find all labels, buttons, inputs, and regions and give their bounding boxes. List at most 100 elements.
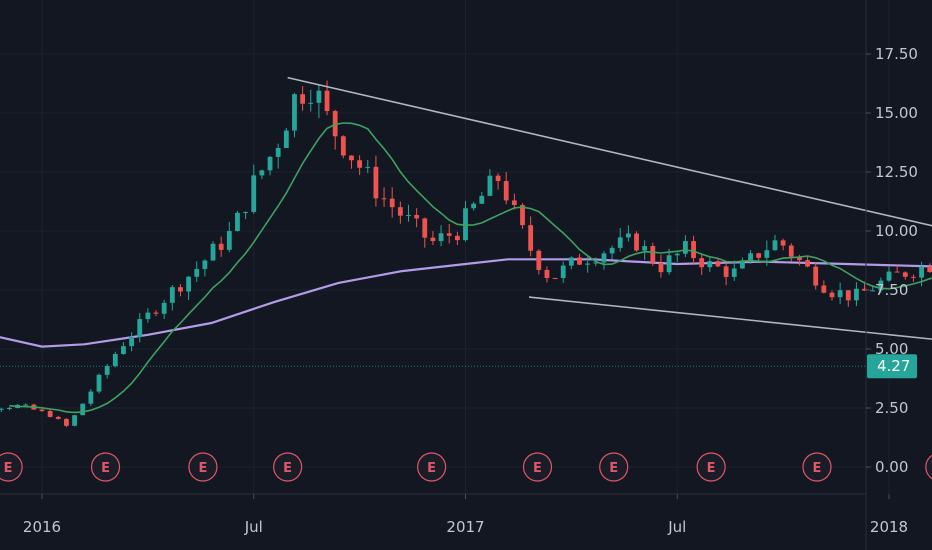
candle-body	[430, 237, 436, 242]
candle-body	[96, 374, 102, 392]
y-tick-label: 17.50	[875, 45, 918, 63]
candle-body	[471, 203, 477, 209]
candle-body	[870, 290, 876, 292]
candle-body	[194, 268, 200, 277]
x-tick-label: Jul	[244, 518, 263, 536]
y-tick-label: 12.50	[875, 163, 918, 181]
earnings-marker-label: E	[609, 461, 618, 476]
candle-body	[609, 247, 615, 254]
candle-body	[267, 156, 273, 171]
candle-body	[121, 346, 126, 354]
candle-body	[80, 403, 86, 416]
candle-body	[7, 407, 12, 409]
candle-body	[642, 246, 648, 251]
x-ticks: 2016Jul2017Jul2018Jul2019Jul	[23, 494, 908, 536]
candle-body	[349, 155, 354, 161]
candle-body	[821, 285, 827, 293]
candle-body	[186, 276, 191, 292]
candle-body	[463, 208, 468, 241]
candle-body	[617, 237, 623, 248]
candle-body	[47, 411, 53, 417]
candle-body	[772, 240, 778, 251]
candle-body	[511, 200, 517, 206]
earnings-marker	[188, 452, 218, 482]
earnings-marker-label: E	[427, 461, 436, 476]
x-tick-label: 2016	[23, 518, 61, 536]
candle-body	[593, 262, 599, 264]
candle-body	[560, 265, 566, 279]
candle-body	[585, 263, 591, 265]
candle-body	[894, 271, 900, 273]
candles	[0, 80, 932, 428]
candle-body	[707, 261, 713, 268]
candle-body	[39, 409, 45, 412]
candle-body	[357, 160, 363, 168]
candle-body	[911, 276, 916, 278]
candle-body	[503, 181, 509, 201]
last-price: 4.27	[0, 354, 917, 379]
candle-body	[454, 235, 460, 241]
candle-body	[397, 207, 403, 216]
earnings-marker-label: E	[101, 461, 110, 476]
candle-body	[64, 418, 69, 426]
earnings-marker-label: E	[707, 461, 716, 476]
earnings-marker	[925, 454, 932, 480]
sma-short-line	[9, 122, 932, 414]
candle-body	[797, 256, 802, 261]
candle-body	[748, 253, 753, 262]
candle-body	[682, 241, 688, 254]
candle-body	[161, 302, 167, 314]
candle-body	[845, 290, 851, 301]
earnings-marker	[696, 452, 726, 482]
candle-body	[235, 212, 240, 232]
candle-body	[178, 287, 183, 292]
trendlines	[287, 76, 932, 340]
axes	[0, 0, 867, 550]
candle-body	[780, 240, 786, 246]
y-tick-label: 5.00	[875, 340, 908, 358]
candle-body	[568, 257, 574, 266]
candle-body	[438, 233, 444, 242]
candle-body	[292, 94, 297, 131]
candle-body	[740, 261, 745, 269]
candle-body	[308, 102, 314, 104]
candle-body	[414, 214, 420, 219]
candle-body	[88, 391, 94, 404]
candle-body	[226, 231, 232, 250]
y-tick-label: 10.00	[875, 222, 918, 240]
candle-body	[406, 214, 411, 216]
candle-body	[300, 94, 306, 104]
candle-body	[788, 245, 794, 257]
candle-body	[381, 198, 387, 200]
earnings-marker-label: E	[4, 461, 13, 476]
last-price-value: 4.27	[877, 357, 910, 375]
candle-body	[674, 253, 680, 256]
candle-body	[365, 166, 371, 168]
earnings-marker	[0, 452, 23, 482]
candle-body	[886, 271, 892, 281]
candle-body	[919, 266, 924, 278]
candle-body	[634, 233, 639, 251]
candle-body	[324, 90, 330, 112]
candle-body	[23, 404, 29, 406]
candle-body	[153, 312, 159, 314]
candle-body	[837, 290, 843, 298]
candle-body	[699, 258, 705, 268]
candle-body	[389, 198, 395, 208]
candle-body	[723, 266, 729, 277]
candle-body	[202, 260, 208, 269]
trendline	[528, 296, 932, 340]
earnings-marker-label: E	[198, 461, 207, 476]
candle-body	[756, 253, 762, 258]
candle-body	[813, 266, 819, 286]
candle-body	[520, 205, 525, 226]
candle-body	[902, 272, 908, 277]
candle-body	[731, 268, 737, 277]
candle-body	[862, 288, 867, 291]
candle-body	[650, 246, 656, 263]
sma-short-series	[9, 122, 932, 414]
candle-body	[479, 195, 485, 204]
candle-body	[577, 257, 582, 265]
candle-body	[72, 415, 77, 426]
